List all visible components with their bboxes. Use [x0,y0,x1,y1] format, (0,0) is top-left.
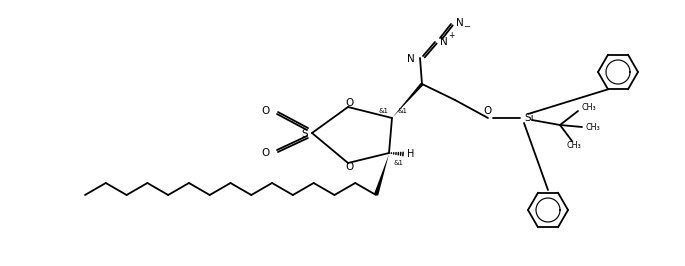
Text: CH₃: CH₃ [566,142,582,151]
Text: N: N [440,37,448,47]
Text: O: O [262,148,270,158]
Text: &1: &1 [398,108,408,114]
Polygon shape [392,83,423,118]
Text: O: O [262,106,270,116]
Text: O: O [346,98,354,108]
Text: &1: &1 [379,108,389,114]
Text: &1: &1 [394,160,404,166]
Text: Si: Si [524,113,534,123]
Text: O: O [484,106,492,116]
Text: CH₃: CH₃ [582,103,597,113]
Text: N: N [456,18,464,28]
Polygon shape [374,154,389,196]
Text: −: − [464,23,471,31]
Text: H: H [408,149,414,159]
Text: O: O [346,162,354,172]
Text: S: S [301,129,308,139]
Text: +: + [448,31,454,40]
Text: N: N [407,54,415,64]
Text: CH₃: CH₃ [586,123,601,131]
